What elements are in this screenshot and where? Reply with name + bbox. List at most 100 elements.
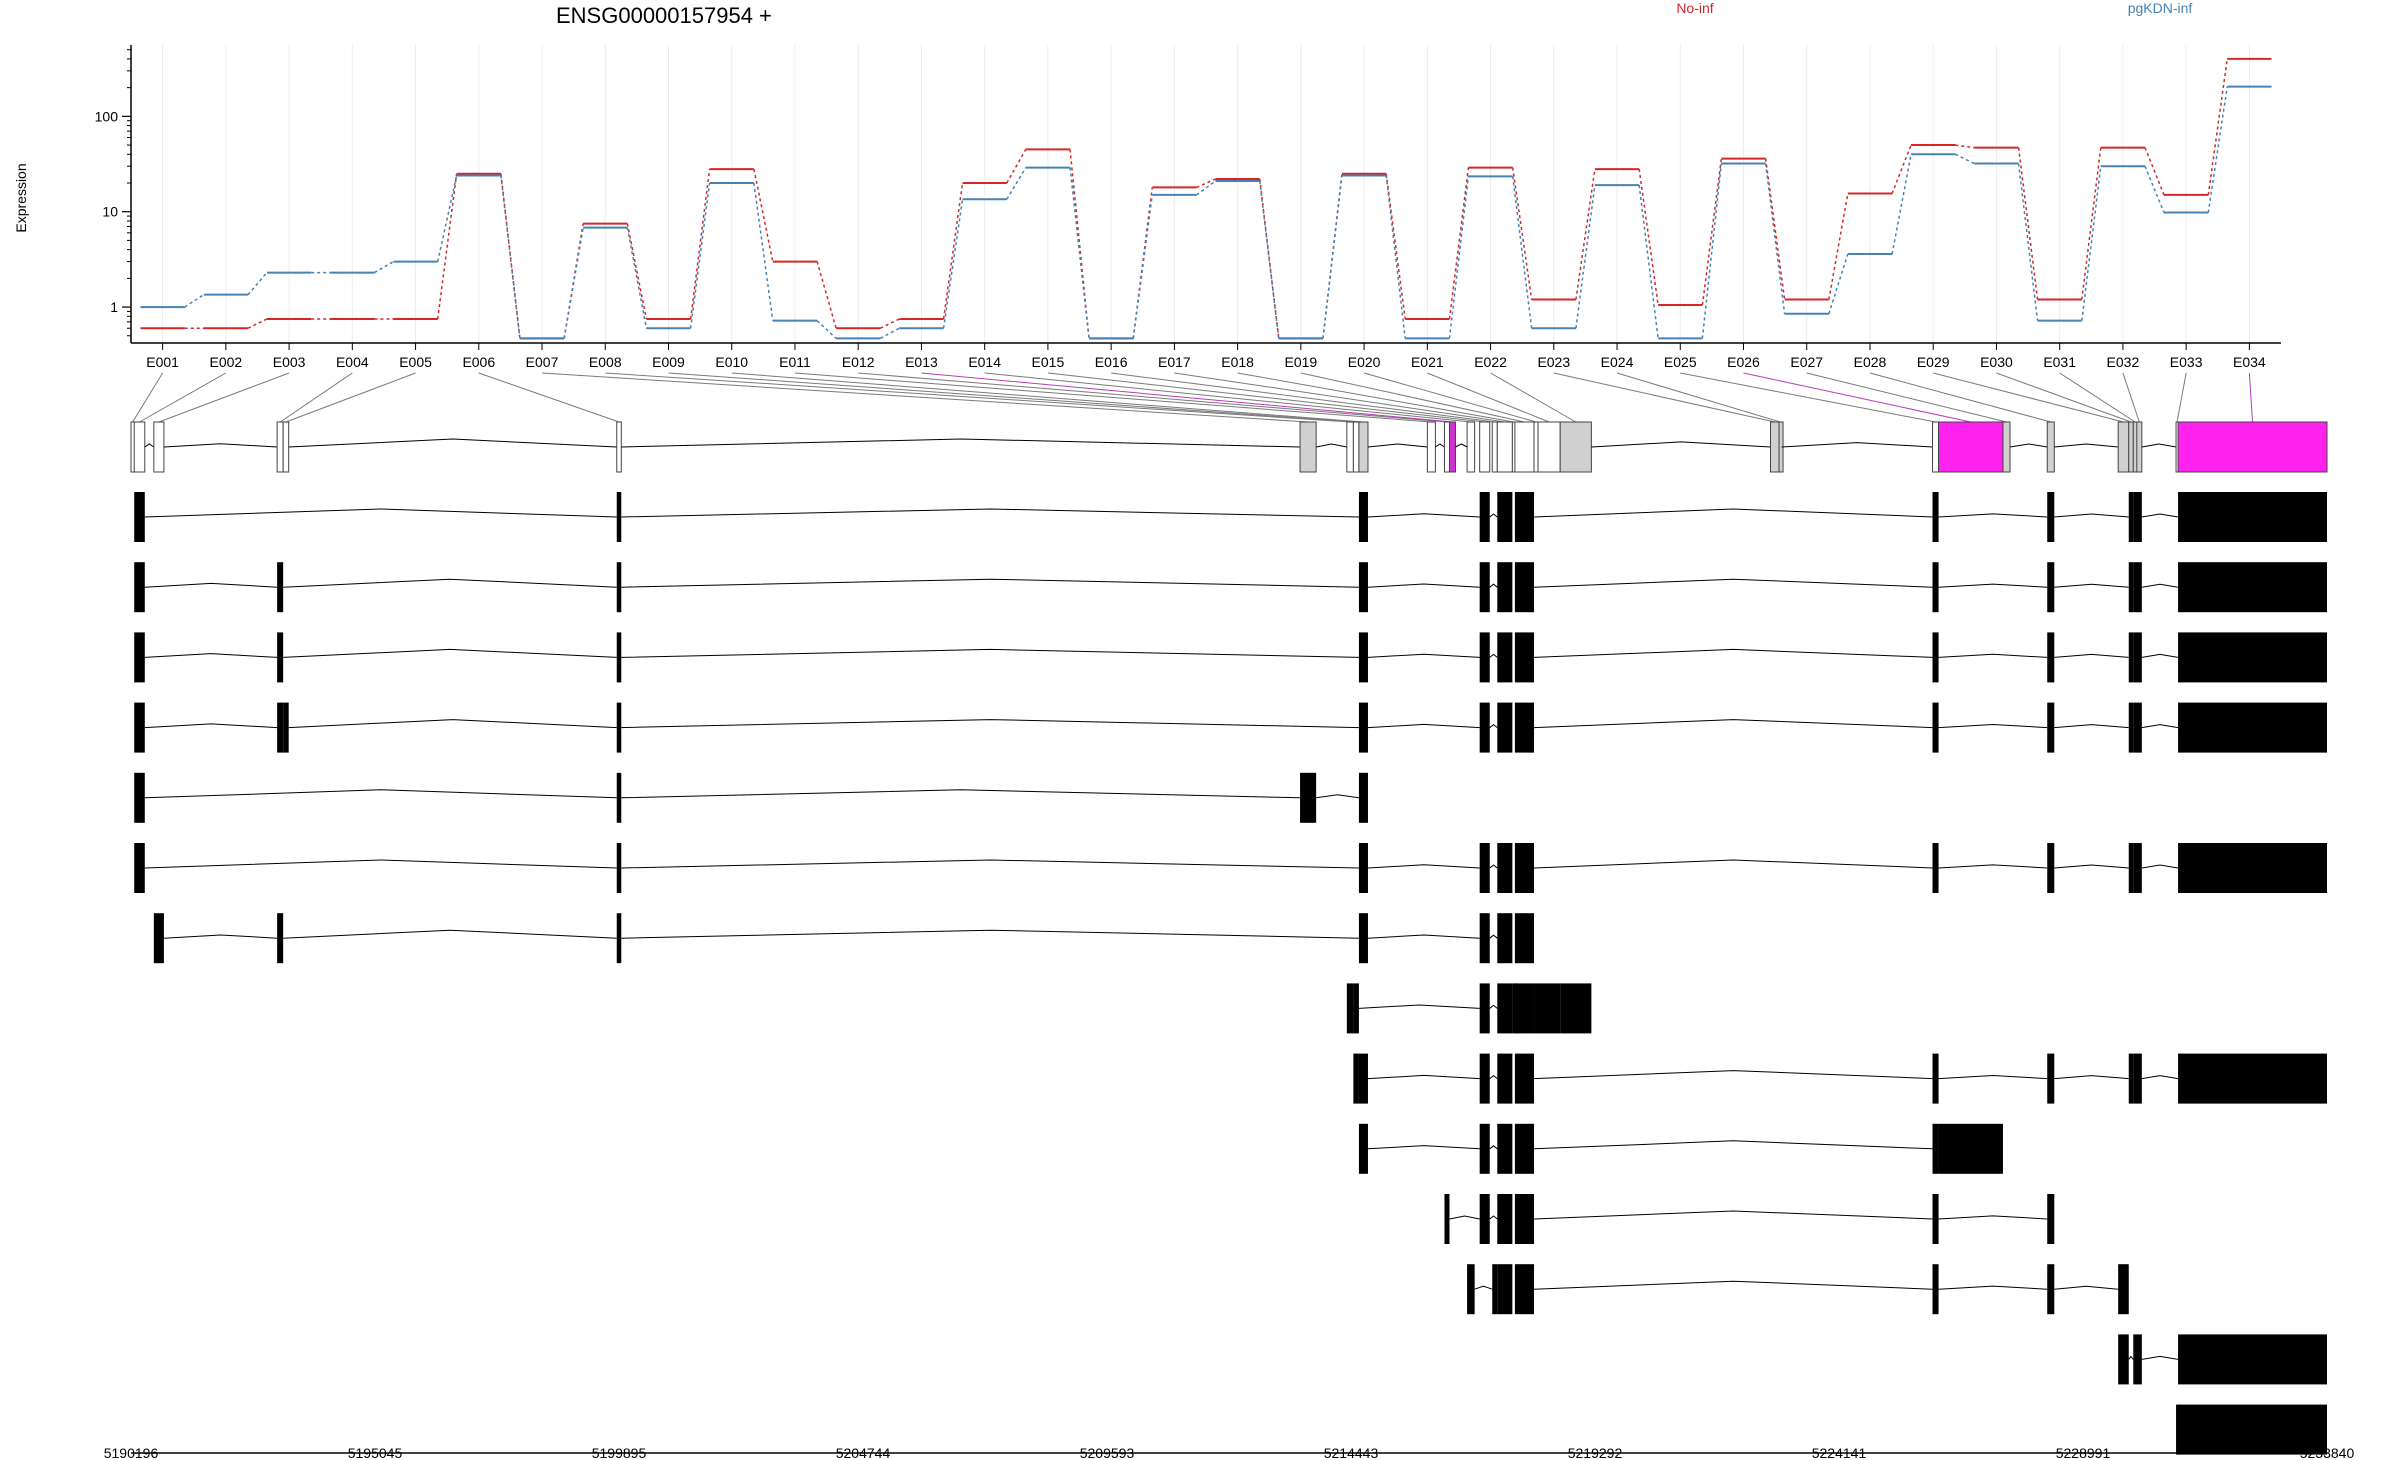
series-connector	[1891, 154, 1912, 255]
intron-line	[283, 648, 617, 658]
transcript-exon	[2133, 1053, 2138, 1104]
series-connector	[1955, 153, 1975, 165]
series-connector	[753, 168, 774, 262]
exon-tick-label: E005	[399, 354, 432, 370]
transcript-exon	[1358, 492, 1368, 542]
series-connector	[1132, 194, 1153, 339]
exon-connector	[1553, 372, 1775, 423]
intron-line	[1489, 653, 1498, 658]
transcript-exon	[1932, 1053, 1939, 1104]
exon-connector	[158, 372, 290, 423]
transcript-exon	[134, 632, 145, 683]
exon-tick-label: E015	[1032, 354, 1065, 370]
exon-tick-label: E020	[1348, 354, 1381, 370]
series-connector	[1828, 253, 1849, 315]
gene-model-exon	[1932, 421, 1940, 473]
genomic-tick-label: 5219292	[1568, 1445, 1623, 1460]
exon-connector	[1363, 372, 1537, 423]
intron-line	[2054, 864, 2129, 869]
exon-connector	[1111, 372, 1495, 423]
transcript-exon	[2133, 492, 2138, 542]
transcript-exon	[1497, 983, 1513, 1034]
transcript-exon	[1932, 702, 1939, 753]
exon-connector	[2059, 372, 2136, 423]
exon-connector	[921, 372, 1453, 423]
series-connector	[1196, 180, 1216, 196]
intron-line	[144, 653, 278, 658]
intron-line	[1781, 442, 1933, 448]
series-connector	[1069, 167, 1090, 339]
transcript-exon	[1358, 1123, 1368, 1174]
transcript-exon	[1444, 1194, 1450, 1244]
exon-tick-label: E002	[210, 354, 243, 370]
intron-line	[2141, 583, 2179, 588]
transcript-exon	[616, 632, 622, 683]
legend-entry-pgkdn-inf: pgKDN-inf	[2128, 0, 2193, 16]
gene-model	[130, 421, 2328, 473]
series-connector	[247, 272, 268, 296]
genomic-tick-label: 5204744	[836, 1445, 891, 1460]
transcript-exon	[2047, 1053, 2055, 1104]
intron-line	[2054, 443, 2119, 448]
transcript-exon	[2136, 702, 2142, 753]
gene-model-exon	[153, 421, 165, 473]
intron-line	[1489, 583, 1498, 588]
transcript-exon	[2136, 632, 2142, 683]
transcript-exon	[1512, 983, 1517, 1034]
exon-tick-label: E021	[1411, 354, 1444, 370]
gene-model-exon	[1559, 421, 1592, 473]
exon-tick-label: E018	[1221, 354, 1254, 370]
transcript-exon	[2136, 1053, 2142, 1104]
intron-line	[1533, 508, 1933, 518]
transcript-exon	[2047, 702, 2055, 753]
y-axis: 1 10 100	[95, 45, 132, 343]
exon-tick-label: E028	[1854, 354, 1887, 370]
series-connector	[816, 320, 837, 339]
transcript-exon	[134, 492, 145, 542]
transcript-exon	[1479, 492, 1490, 542]
exon-tick-label: E001	[146, 354, 179, 370]
transcript-exon	[153, 913, 164, 964]
intron-line	[144, 508, 617, 518]
intron-line	[2054, 583, 2129, 588]
transcript-exon	[1492, 1264, 1498, 1315]
intron-line	[1367, 864, 1480, 869]
transcript-exon	[1514, 1194, 1535, 1244]
gene-model-exon	[1346, 421, 1354, 473]
gridlines	[162, 45, 2250, 343]
transcript	[1346, 983, 1592, 1034]
transcript-exon	[2178, 1404, 2327, 1455]
transcript-exon	[2136, 492, 2142, 542]
series-connector	[816, 261, 837, 329]
intron-line	[1938, 1285, 2048, 1290]
gene-model-exon	[1358, 421, 1369, 473]
transcript-exon	[1932, 492, 1939, 542]
intron-line	[1367, 934, 1480, 939]
exon-connector	[1933, 372, 2124, 423]
transcript-exon	[1479, 913, 1490, 964]
intron-line	[1489, 934, 1498, 939]
transcript-exon	[2136, 562, 2142, 613]
series-connector	[1511, 176, 1533, 329]
series-connector	[880, 318, 900, 329]
series-connector	[1575, 168, 1596, 300]
exon-connector	[1806, 372, 2007, 423]
intron-line	[621, 578, 1359, 588]
intron-line	[1533, 1140, 1933, 1150]
intron-line	[2141, 653, 2179, 658]
gene-model-exon	[282, 421, 290, 473]
y-tick-label: 1	[110, 299, 118, 315]
intron-line	[163, 934, 278, 939]
intron-line	[1489, 1215, 1498, 1220]
transcript-exon	[1358, 1053, 1368, 1104]
series-connector	[1448, 167, 1470, 320]
exon-connector	[1869, 372, 2051, 423]
transcript	[1467, 1264, 2129, 1315]
transcript-exon	[277, 632, 284, 683]
exon-connector	[984, 372, 1471, 423]
intron-line	[621, 438, 1301, 448]
transcript-exon	[1538, 983, 1561, 1034]
intron-line	[1367, 1145, 1480, 1150]
series-connector	[1385, 173, 1406, 320]
exon-connector	[605, 372, 1351, 423]
